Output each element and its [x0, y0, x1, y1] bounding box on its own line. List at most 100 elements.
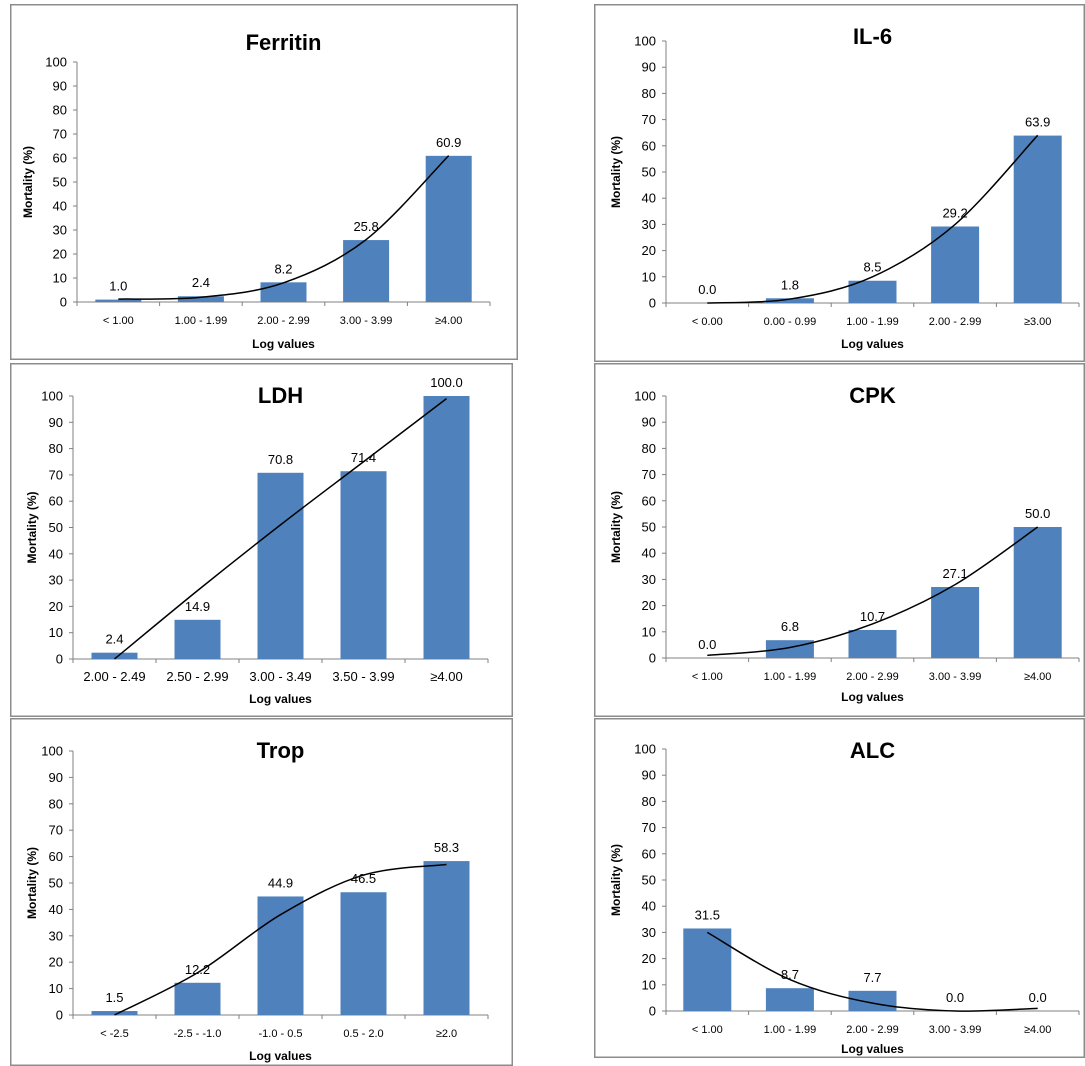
y-tick-label: 90 — [642, 415, 656, 430]
y-tick-label: 30 — [53, 223, 67, 238]
x-tick-label: ≥2.0 — [436, 1028, 457, 1040]
x-tick-label: 3.00 - 3.99 — [929, 1024, 982, 1036]
chart-title: Ferritin — [246, 30, 322, 55]
y-tick-label: 0 — [60, 295, 67, 310]
x-tick-label: 2.00 - 2.99 — [929, 316, 982, 328]
chart-title: IL-6 — [853, 24, 892, 49]
chart-ldh: LDH 0 10 20 30 40 50 60 70 80 90 100 2.4 2.00 - 2.49 1… — [10, 363, 513, 717]
x-tick-label: < 1.00 — [692, 1024, 723, 1036]
x-axis-title: Log values — [249, 1049, 312, 1063]
x-axis-title: Log values — [841, 690, 904, 704]
y-tick-label: 40 — [49, 902, 63, 917]
y-tick-label: 10 — [642, 269, 656, 284]
y-tick-label: 20 — [53, 247, 67, 262]
y-tick-label: 100 — [45, 55, 67, 70]
bar — [423, 861, 470, 1015]
x-tick-label: ≥3.00 — [1024, 316, 1051, 328]
x-tick-label: 2.00 - 2.99 — [846, 671, 899, 683]
data-label: 1.5 — [105, 990, 123, 1005]
chart-title: Trop — [257, 738, 305, 763]
x-tick-label: < 1.00 — [103, 315, 134, 327]
data-label: 0.0 — [698, 637, 716, 652]
y-tick-label: 60 — [642, 493, 656, 508]
chart-svg: LDH 0 10 20 30 40 50 60 70 80 90 100 2.4 2.00 - 2.49 1… — [10, 363, 513, 717]
data-label: 71.4 — [351, 450, 376, 465]
y-tick-label: 60 — [49, 494, 63, 509]
trend-line — [707, 526, 1039, 657]
y-tick-label: 10 — [53, 271, 67, 286]
y-tick-label: 60 — [49, 849, 63, 864]
y-tick-label: 70 — [642, 112, 656, 127]
chart-frame — [594, 4, 1085, 362]
data-label: 8.2 — [274, 261, 292, 276]
x-tick-label: 1.00 - 1.99 — [846, 316, 899, 328]
bar — [340, 471, 387, 659]
bar — [931, 586, 980, 658]
chart-il6: IL-6 0 10 20 30 40 50 60 70 80 90 100 0.0 < 0.00 1.8 0.… — [594, 4, 1085, 362]
x-tick-label: < 0.00 — [692, 316, 723, 328]
data-label: 31.5 — [695, 907, 720, 922]
chart-cpk: CPK 0 10 20 30 40 50 60 70 80 90 100 0.0 < 1.00 6.8 1.0… — [594, 363, 1085, 717]
y-tick-label: 70 — [642, 820, 656, 835]
y-tick-label: 20 — [49, 599, 63, 614]
bar — [1013, 527, 1062, 658]
trend-line — [706, 931, 1038, 1012]
bar — [931, 226, 980, 303]
y-tick-label: 100 — [634, 34, 656, 49]
data-label: 25.8 — [353, 219, 378, 234]
x-tick-label: 2.50 - 2.99 — [166, 669, 228, 684]
bar — [848, 990, 897, 1011]
y-tick-label: 90 — [49, 770, 63, 785]
x-tick-label: -2.5 - -1.0 — [174, 1028, 222, 1040]
bar — [91, 652, 138, 659]
y-tick-label: 30 — [49, 573, 63, 588]
bar — [343, 240, 390, 302]
trend-line — [707, 134, 1039, 304]
chart-svg: CPK 0 10 20 30 40 50 60 70 80 90 100 0.0 < 1.00 6.8 1.0… — [594, 363, 1085, 717]
chart-svg: IL-6 0 10 20 30 40 50 60 70 80 90 100 0.0 < 0.00 1.8 0.… — [594, 4, 1085, 362]
x-tick-label: ≥4.00 — [435, 315, 462, 327]
trend-line — [114, 398, 447, 660]
data-label: 0.0 — [946, 990, 964, 1005]
y-tick-label: 20 — [642, 598, 656, 613]
x-tick-label: ≥4.00 — [1024, 671, 1051, 683]
x-tick-label: 1.00 - 1.99 — [764, 1024, 817, 1036]
chart-svg: Trop 0 10 20 30 40 50 60 70 80 90 100 1.5 < -2.5 12.2 -… — [10, 718, 513, 1066]
x-tick-label: 3.00 - 3.49 — [249, 669, 311, 684]
y-axis-title: Mortality (%) — [609, 136, 623, 208]
data-label: 63.9 — [1025, 115, 1050, 130]
bar — [425, 155, 472, 302]
data-label: 8.5 — [863, 260, 881, 275]
y-tick-label: 90 — [642, 60, 656, 75]
chart-frame — [594, 363, 1085, 717]
y-tick-label: 60 — [53, 151, 67, 166]
y-axis-title: Mortality (%) — [609, 491, 623, 563]
trend-line — [118, 155, 450, 300]
bar — [257, 896, 304, 1015]
y-tick-label: 100 — [41, 744, 63, 759]
chart-frame — [594, 718, 1085, 1058]
y-tick-label: 50 — [49, 520, 63, 535]
data-label: 12.2 — [185, 962, 210, 977]
y-tick-label: 70 — [49, 823, 63, 838]
y-tick-label: 80 — [49, 441, 63, 456]
y-tick-label: 0 — [649, 1004, 656, 1019]
x-axis-title: Log values — [252, 337, 315, 351]
bar — [848, 280, 897, 303]
y-tick-label: 20 — [642, 243, 656, 258]
x-axis-title: Log values — [841, 337, 904, 351]
data-label: 10.7 — [860, 609, 885, 624]
x-tick-label: ≥4.00 — [1024, 1024, 1051, 1036]
y-tick-label: 80 — [53, 103, 67, 118]
y-tick-label: 0 — [649, 651, 656, 666]
trend-line — [114, 863, 447, 1016]
y-tick-label: 40 — [49, 546, 63, 561]
y-tick-label: 0 — [649, 296, 656, 311]
y-tick-label: 80 — [642, 794, 656, 809]
chart-svg: ALC 0 10 20 30 40 50 60 70 80 90 100 31.5 < 1.00 8.7 1.… — [594, 718, 1085, 1058]
x-tick-label: 0.5 - 2.0 — [343, 1028, 383, 1040]
x-tick-label: 3.00 - 3.99 — [929, 671, 982, 683]
chart-title: CPK — [849, 383, 896, 408]
y-tick-label: 10 — [642, 624, 656, 639]
chart-title: LDH — [258, 383, 303, 408]
